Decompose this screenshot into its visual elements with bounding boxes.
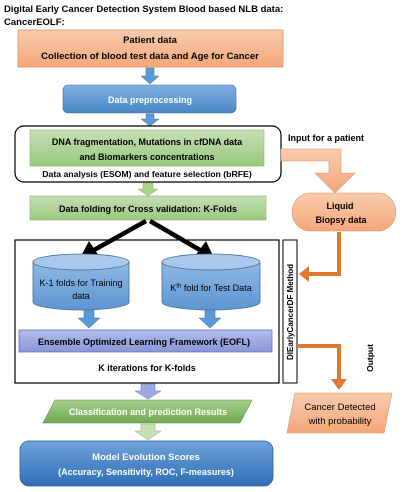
arrow-analysis-to-liquid-biopsy <box>280 148 356 194</box>
arrow-preprocessing-to-analysis <box>140 113 160 127</box>
arrow-analysis-to-folding <box>137 182 159 197</box>
arrow-test-to-eofl <box>198 309 222 329</box>
arrow-patient-to-preprocessing <box>140 67 160 85</box>
method-label-bar: DIEarlyCancerDF Method <box>282 239 298 384</box>
title-line-1: Digital Early Cancer Detection System Bl… <box>4 4 283 15</box>
title-line-2: CancerEOLF: <box>4 17 65 28</box>
patient-data-box: Patient data Collection of blood test da… <box>17 29 284 68</box>
data-folding-box: Data folding for Cross validation: K-Fol… <box>29 195 267 221</box>
arrow-training-to-eofl <box>77 309 101 329</box>
liquid-biopsy-box: Liquid Biopsy data <box>291 192 397 232</box>
data-analysis-frame: DNA fragmentation, Mutations in cfDNA da… <box>14 125 282 183</box>
data-preprocessing-label: Data preprocessing <box>108 95 192 105</box>
arrow-method-to-cancer-detected <box>297 344 347 390</box>
patient-data-subtitle: Collection of blood test data and Age fo… <box>41 51 259 62</box>
analysis-line-1: DNA fragmentation, Mutations in cfDNA da… <box>52 137 243 147</box>
analysis-caption: Data analysis (ESOM) and feature selecti… <box>42 169 252 179</box>
data-folding-label: Data folding for Cross validation: K-Fol… <box>59 204 237 214</box>
cancer-detected-box: Cancer Detected with probability <box>286 392 393 434</box>
classification-box: Classification and prediction Results <box>42 399 253 424</box>
k-iterations-label: K iterations for K-folds <box>98 363 196 373</box>
liquid-biopsy-line-2: Biopsy data <box>315 215 367 225</box>
input-for-patient-label: Input for a patient <box>288 133 364 143</box>
classification-label: Classification and prediction Results <box>69 407 227 417</box>
cancer-detected-line-1: Cancer Detected <box>304 402 375 413</box>
data-preprocessing-box: Data preprocessing <box>62 84 237 114</box>
liquid-biopsy-line-1: Liquid <box>327 201 354 211</box>
arrow-liquid-biopsy-to-method <box>299 232 341 282</box>
arrow-kfold-to-classification <box>134 383 162 400</box>
arrow-classification-to-scores <box>134 423 162 441</box>
model-scores-metrics: (Accuracy, Sensitivity, ROC, F-measures) <box>58 467 234 477</box>
model-scores-title: Model Evolution Scores <box>92 452 200 463</box>
analysis-line-2: and Biomarkers concentrations <box>79 152 214 162</box>
eofl-label: Ensemble Optimized Learning Framework (E… <box>38 337 250 347</box>
eofl-box: Ensemble Optimized Learning Framework (E… <box>18 329 273 353</box>
model-scores-box: Model Evolution Scores (Accuracy, Sensit… <box>19 440 274 487</box>
cancer-detected-line-2: with probability <box>308 416 372 427</box>
test-data-label: Kth fold for Test Data <box>170 283 251 293</box>
output-label: Output <box>365 344 375 372</box>
method-label: DIEarlyCancerDF Method <box>286 264 295 360</box>
test-data-cylinder: Kth fold for Test Data <box>161 253 261 311</box>
training-line-2: data <box>72 291 90 301</box>
training-line-1: K-1 folds for Training <box>39 278 122 288</box>
patient-data-title: Patient data <box>123 35 178 46</box>
training-data-cylinder: K-1 folds for Training data <box>32 253 130 311</box>
